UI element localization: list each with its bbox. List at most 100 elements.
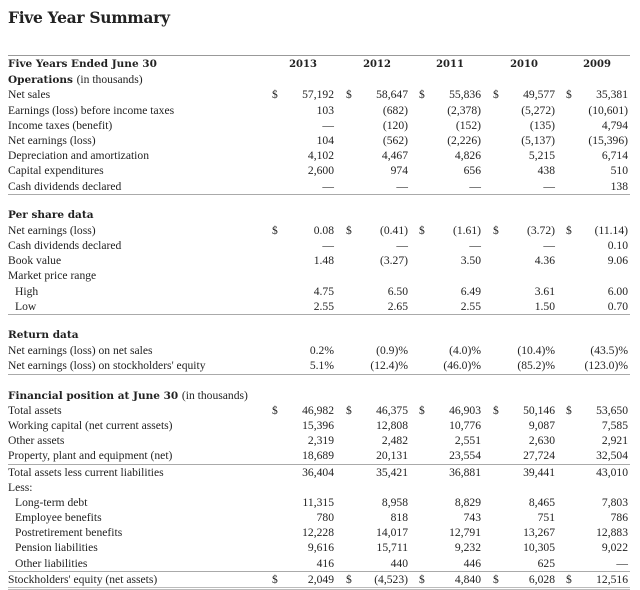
value-cell: $ (3.72) — [493, 223, 555, 238]
section-header: Return data — [8, 328, 630, 343]
value: 57,192 — [302, 88, 334, 102]
value: (0.9)% — [376, 344, 408, 358]
value-cell: (85.2)% — [493, 358, 555, 373]
value: 6,028 — [528, 572, 555, 586]
value-cell: 438 — [493, 163, 555, 178]
five-year-summary-page: Five Year Summary Five Years Ended June … — [8, 8, 630, 590]
row-label: Employee benefits — [15, 511, 102, 525]
currency-symbol: $ — [272, 223, 278, 237]
value-cell: — — [346, 179, 408, 194]
value-cell: 5.1% — [272, 358, 334, 373]
value-cell: 2.55 — [272, 299, 334, 314]
value-cell: 4,102 — [272, 148, 334, 163]
value: — — [396, 239, 408, 253]
table-row: Postretirement benefits 12,228 14,017 12,79… — [8, 525, 630, 540]
value-cell: (120) — [346, 118, 408, 133]
value-cell: (123.0)% — [566, 358, 628, 373]
value-cell: $53,650 — [566, 403, 628, 418]
value-cell: (5,272) — [493, 103, 555, 118]
header-row: Five Years Ended June 30 2013 2012 2011 2010… — [8, 57, 630, 72]
value-cell: 12,228 — [272, 525, 334, 540]
value: 510 — [610, 164, 628, 178]
value: 27,724 — [523, 449, 555, 463]
value-cell: 780 — [272, 510, 334, 525]
value: 2,551 — [454, 434, 481, 448]
value-cell: — — [566, 556, 628, 571]
value: (2,226) — [447, 133, 481, 147]
value-cell: 625 — [493, 556, 555, 571]
value-cell: 510 — [566, 163, 628, 178]
section-subtitle: (in thousands) — [181, 388, 248, 402]
table-row: Stockholders' equity (net assets) $2,049 $… — [8, 572, 630, 590]
currency-symbol: $ — [493, 403, 499, 417]
value: 9,022 — [601, 541, 628, 555]
currency-symbol: $ — [419, 403, 425, 417]
value: 5,215 — [528, 149, 555, 163]
value: 36,404 — [302, 465, 334, 479]
section-header: Financial position at June 30 (in thousa… — [8, 388, 630, 403]
currency-symbol: $ — [566, 572, 572, 586]
table-row: Employee benefits 780 818 743 751 786 — [8, 510, 630, 525]
value: — — [469, 239, 481, 253]
table-row: Income taxes (benefit) — (120) (152) (135) 4,… — [8, 118, 630, 133]
section-subtitle: (in thousands) — [76, 73, 143, 87]
table-row: Total assets less current liabilities 36,… — [8, 465, 630, 480]
value-cell: 446 — [419, 556, 481, 571]
value-cell: $ (11.14) — [566, 223, 628, 238]
row-label: Postretirement benefits — [15, 526, 123, 540]
row-label: Other assets — [8, 434, 65, 448]
currency-symbol: $ — [346, 88, 352, 102]
value: (120) — [382, 118, 408, 132]
value: 3.50 — [460, 254, 481, 268]
value-cell: 8,829 — [419, 495, 481, 510]
section-title-text: Return data — [8, 329, 79, 341]
section-title: Per share data — [8, 208, 94, 223]
value: 2.65 — [387, 299, 408, 313]
value-cell: 23,554 — [419, 448, 481, 463]
value-cell: — — [493, 179, 555, 194]
value: 625 — [537, 556, 555, 570]
value: 7,803 — [601, 495, 628, 509]
table-row: Other assets 2,319 2,482 2,551 2,630 2,921 — [8, 433, 630, 448]
value-cell: 2,482 — [346, 433, 408, 448]
value-cell: 6,714 — [566, 148, 628, 163]
value-cell: 786 — [566, 510, 628, 525]
value: 3.61 — [534, 284, 555, 298]
value-cell: (46.0)% — [419, 358, 481, 373]
section-title-text: Per share data — [8, 208, 94, 221]
currency-symbol: $ — [346, 223, 352, 237]
row-label: Long-term debt — [15, 495, 88, 509]
year-header: 2010 — [510, 59, 538, 70]
table-row: Net earnings (loss) on net sales 0.2% (0.9… — [8, 343, 630, 358]
value-cell: 2,319 — [272, 433, 334, 448]
value: (3.27) — [379, 254, 408, 268]
section-title: Financial position at June 30 (in thousa… — [8, 388, 248, 404]
value: — — [543, 179, 555, 193]
value: — — [322, 239, 334, 253]
value: 4,102 — [307, 149, 334, 163]
value-cell: 32,504 — [566, 448, 628, 463]
value-cell: 743 — [419, 510, 481, 525]
value-cell: 7,585 — [566, 418, 628, 433]
value: (5,137) — [521, 133, 555, 147]
value-cell: $12,516 — [566, 572, 628, 587]
value-cell: — — [346, 238, 408, 253]
currency-symbol: $ — [346, 572, 352, 586]
section-header: Per share data — [8, 208, 630, 223]
value-cell: 15,711 — [346, 540, 408, 555]
value-cell: 20,131 — [346, 448, 408, 463]
row-label: Net earnings (loss) on stockholders' equ… — [8, 359, 206, 373]
value: (46.0)% — [443, 359, 481, 373]
value: 2,600 — [307, 164, 334, 178]
value-cell: 43,010 — [566, 465, 628, 480]
row-label: Net earnings (loss) — [8, 133, 96, 147]
value-cell: $ (0.41) — [346, 223, 408, 238]
value-cell: 6.00 — [566, 284, 628, 299]
currency-symbol: $ — [419, 572, 425, 586]
value: 39,441 — [523, 465, 555, 479]
value: (43.5)% — [590, 344, 628, 358]
value-cell: $2,049 — [272, 572, 334, 587]
value-cell: 39,441 — [493, 465, 555, 480]
currency-symbol: $ — [272, 88, 278, 102]
table-row: Property, plant and equipment (net) 18,68… — [8, 448, 630, 465]
